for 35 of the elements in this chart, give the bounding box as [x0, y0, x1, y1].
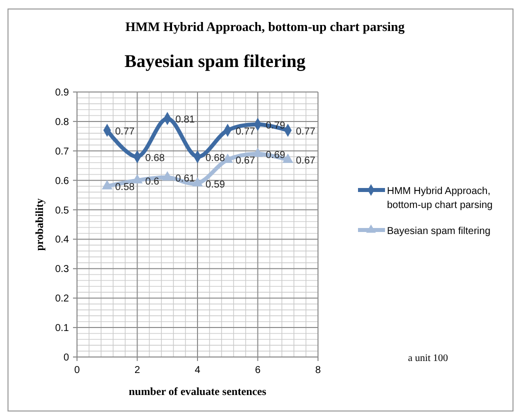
y-tick-label: 0.3	[55, 264, 70, 276]
y-axis-title: probability	[34, 198, 46, 251]
y-tick-label: 0.7	[55, 146, 70, 158]
data-label: 0.6	[145, 176, 160, 188]
chart-subtitle: Bayesian spam filtering	[124, 51, 306, 71]
data-label: 0.77	[115, 126, 136, 138]
y-tick-label: 0.2	[55, 294, 70, 305]
data-label: 0.77	[296, 126, 316, 138]
y-tick-label: 0.4	[55, 234, 70, 246]
data-label: 0.58	[115, 182, 136, 194]
data-label: 0.68	[206, 152, 226, 164]
x-tick-label: 4	[194, 365, 201, 376]
x-tick-label: 0	[74, 365, 80, 376]
data-label: 0.81	[175, 114, 196, 126]
x-axis-title: number of evaluate sentences	[128, 386, 268, 398]
y-tick-label: 0.1	[55, 323, 70, 334]
data-label: 0.68	[145, 152, 166, 164]
data-label: 0.61	[175, 173, 196, 184]
chart-title: HMM Hybrid Approach, bottom-up chart parsing	[125, 19, 406, 34]
data-label: 0.67	[236, 156, 256, 167]
legend-label: HMM Hybrid Approach, bottom-up chart parsing	[387, 186, 493, 211]
y-tick-label: 0.5	[55, 205, 70, 216]
data-label: 0.67	[296, 156, 316, 167]
y-tick-label: 0	[63, 352, 70, 364]
x-tick-label: 2	[134, 365, 140, 376]
data-label: 0.77	[236, 126, 256, 138]
data-label: 0.69	[266, 150, 286, 161]
y-tick-label: 0.9	[55, 88, 70, 98]
data-label: 0.59	[206, 179, 226, 190]
y-tick-label: 0.6	[55, 176, 70, 187]
y-tick-label: 0.8	[55, 116, 70, 128]
legend-label: Bayesian spam filtering	[387, 226, 490, 237]
x-tick-label: 8	[315, 365, 322, 376]
x-tick-label: 6	[254, 365, 261, 376]
text: a unit 100	[408, 353, 448, 364]
